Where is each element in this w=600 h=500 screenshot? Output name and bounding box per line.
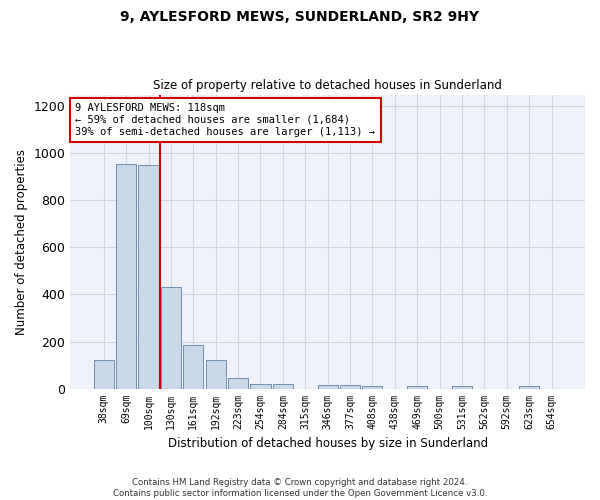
- Y-axis label: Number of detached properties: Number of detached properties: [15, 148, 28, 334]
- X-axis label: Distribution of detached houses by size in Sunderland: Distribution of detached houses by size …: [167, 437, 488, 450]
- Bar: [407, 386, 427, 388]
- Bar: [362, 386, 382, 388]
- Bar: [116, 164, 136, 388]
- Bar: [273, 384, 293, 388]
- Bar: [139, 165, 158, 388]
- Bar: [183, 345, 203, 389]
- Bar: [161, 288, 181, 388]
- Bar: [94, 360, 114, 388]
- Title: Size of property relative to detached houses in Sunderland: Size of property relative to detached ho…: [153, 79, 502, 92]
- Bar: [228, 378, 248, 388]
- Bar: [317, 385, 338, 388]
- Text: 9 AYLESFORD MEWS: 118sqm
← 59% of detached houses are smaller (1,684)
39% of sem: 9 AYLESFORD MEWS: 118sqm ← 59% of detach…: [76, 104, 376, 136]
- Bar: [206, 360, 226, 388]
- Bar: [250, 384, 271, 388]
- Text: 9, AYLESFORD MEWS, SUNDERLAND, SR2 9HY: 9, AYLESFORD MEWS, SUNDERLAND, SR2 9HY: [121, 10, 479, 24]
- Bar: [452, 386, 472, 388]
- Bar: [519, 386, 539, 388]
- Text: Contains HM Land Registry data © Crown copyright and database right 2024.
Contai: Contains HM Land Registry data © Crown c…: [113, 478, 487, 498]
- Bar: [340, 385, 360, 388]
